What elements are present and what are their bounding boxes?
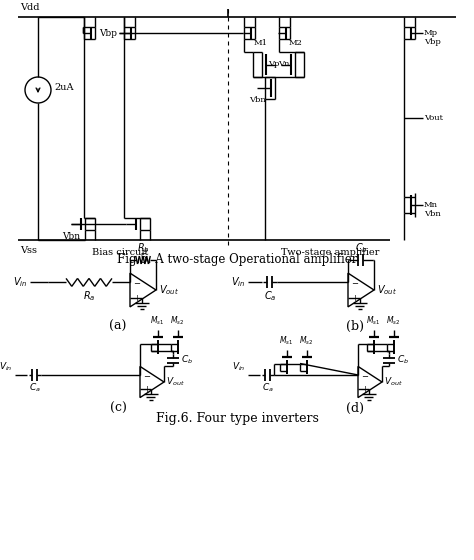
Text: $R_b$: $R_b$ xyxy=(137,241,149,255)
Text: Two-stage amplifier: Two-stage amplifier xyxy=(281,248,379,257)
Text: $M_{s2}$: $M_{s2}$ xyxy=(299,334,313,347)
Text: 2uA: 2uA xyxy=(54,82,73,91)
Text: M2: M2 xyxy=(289,39,303,47)
Text: $M_{s1}$: $M_{s1}$ xyxy=(366,315,380,327)
Text: $M_{s2}$: $M_{s2}$ xyxy=(170,315,184,327)
Text: Vbp: Vbp xyxy=(99,29,117,38)
Text: $+$: $+$ xyxy=(351,293,359,302)
Text: $R_a$: $R_a$ xyxy=(83,290,95,303)
Text: $V_{in}$: $V_{in}$ xyxy=(13,276,27,290)
Text: Mp: Mp xyxy=(424,29,438,37)
Text: $-$: $-$ xyxy=(143,371,151,379)
Text: Vdd: Vdd xyxy=(20,3,39,12)
Text: $C_a$: $C_a$ xyxy=(262,382,274,394)
Text: $C_a$: $C_a$ xyxy=(264,290,276,303)
Text: Vbn: Vbn xyxy=(249,96,265,104)
Text: Bias circuit: Bias circuit xyxy=(92,248,148,257)
Text: Vbp: Vbp xyxy=(424,38,441,46)
Text: $M_{s1}$: $M_{s1}$ xyxy=(150,315,164,327)
Text: Fig.5. A two-stage Operational amplifier: Fig.5. A two-stage Operational amplifier xyxy=(117,253,357,266)
Text: $V_{in}$: $V_{in}$ xyxy=(231,276,245,290)
Text: $V_{out}$: $V_{out}$ xyxy=(166,376,185,388)
Text: Vout: Vout xyxy=(424,114,443,122)
Text: Vss: Vss xyxy=(20,246,37,255)
Text: Fig.6. Four type inverters: Fig.6. Four type inverters xyxy=(155,412,319,425)
Text: $V_{in}$: $V_{in}$ xyxy=(0,361,13,373)
Text: $V_{out}$: $V_{out}$ xyxy=(159,283,179,297)
Text: $V_{out}$: $V_{out}$ xyxy=(384,376,403,388)
Text: $-$: $-$ xyxy=(351,278,359,286)
Text: (c): (c) xyxy=(109,402,127,415)
Text: $+$: $+$ xyxy=(143,384,151,394)
Text: $M_{s1}$: $M_{s1}$ xyxy=(279,334,293,347)
Text: M1: M1 xyxy=(254,39,268,47)
Text: $-$: $-$ xyxy=(361,371,369,379)
Text: $M_{s2}$: $M_{s2}$ xyxy=(386,315,400,327)
Text: Vn: Vn xyxy=(278,60,289,68)
Text: $+$: $+$ xyxy=(361,384,369,394)
Text: $-$: $-$ xyxy=(133,278,141,286)
Text: (b): (b) xyxy=(346,320,364,333)
Text: Vp: Vp xyxy=(268,60,279,68)
Text: (d): (d) xyxy=(346,402,364,415)
Text: (a): (a) xyxy=(109,320,127,333)
Text: Vbn: Vbn xyxy=(424,210,441,218)
Text: $V_{out}$: $V_{out}$ xyxy=(377,283,397,297)
Text: $C_b$: $C_b$ xyxy=(397,354,409,366)
Text: $+$: $+$ xyxy=(133,293,141,302)
Text: $C_a$: $C_a$ xyxy=(29,382,41,394)
Text: $V_{in}$: $V_{in}$ xyxy=(232,361,246,373)
Text: $C_b$: $C_b$ xyxy=(355,241,367,255)
Text: Mn: Mn xyxy=(424,201,438,209)
Text: $C_b$: $C_b$ xyxy=(181,354,193,366)
Text: Vbn: Vbn xyxy=(62,232,80,241)
